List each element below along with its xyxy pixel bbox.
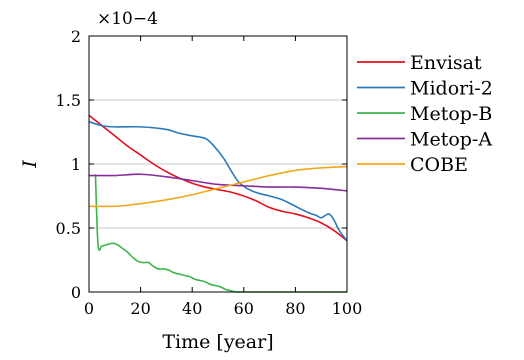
x-tick-label: 40 [182, 299, 202, 318]
series-line-cobe [88, 165, 348, 208]
grid-lines [89, 99, 347, 229]
x-tick-label: 60 [234, 299, 254, 318]
y-tick-label: 1.5 [56, 91, 81, 110]
y-scale-label: ×10−4 [97, 9, 158, 29]
y-tick-label: 0.5 [56, 219, 81, 238]
legend-label-midori-2: Midori-2 [410, 78, 493, 100]
y-axis-label: I [19, 160, 41, 169]
legend-label-metop-b: Metop-B [410, 103, 492, 125]
x-axis-label: Time [year] [162, 331, 273, 353]
y-tick-label: 2 [71, 27, 81, 46]
x-tick-label: 100 [332, 299, 363, 318]
legend-label-metop-a: Metop-A [410, 129, 492, 151]
legend: Envisat Midori-2 Metop-B Metop-A COBE [357, 52, 493, 176]
tick-marks [88, 35, 348, 293]
legend-label-envisat: Envisat [410, 52, 482, 74]
x-tick-label: 80 [285, 299, 305, 318]
series-line-midori-2 [88, 120, 348, 242]
x-tick-label: 20 [130, 299, 150, 318]
series-line-envisat [88, 114, 348, 242]
series-line-metop-a [88, 173, 348, 192]
y-tick-label: 0 [71, 283, 81, 302]
y-tick-label: 1 [71, 155, 81, 174]
series-lines [88, 114, 348, 293]
tick-labels: 00.511.520 20 40 60 80 100 [56, 27, 363, 318]
x-tick-label: 0 [84, 299, 94, 318]
series-line-metop-b [94, 174, 347, 293]
legend-label-cobe: COBE [410, 154, 468, 176]
